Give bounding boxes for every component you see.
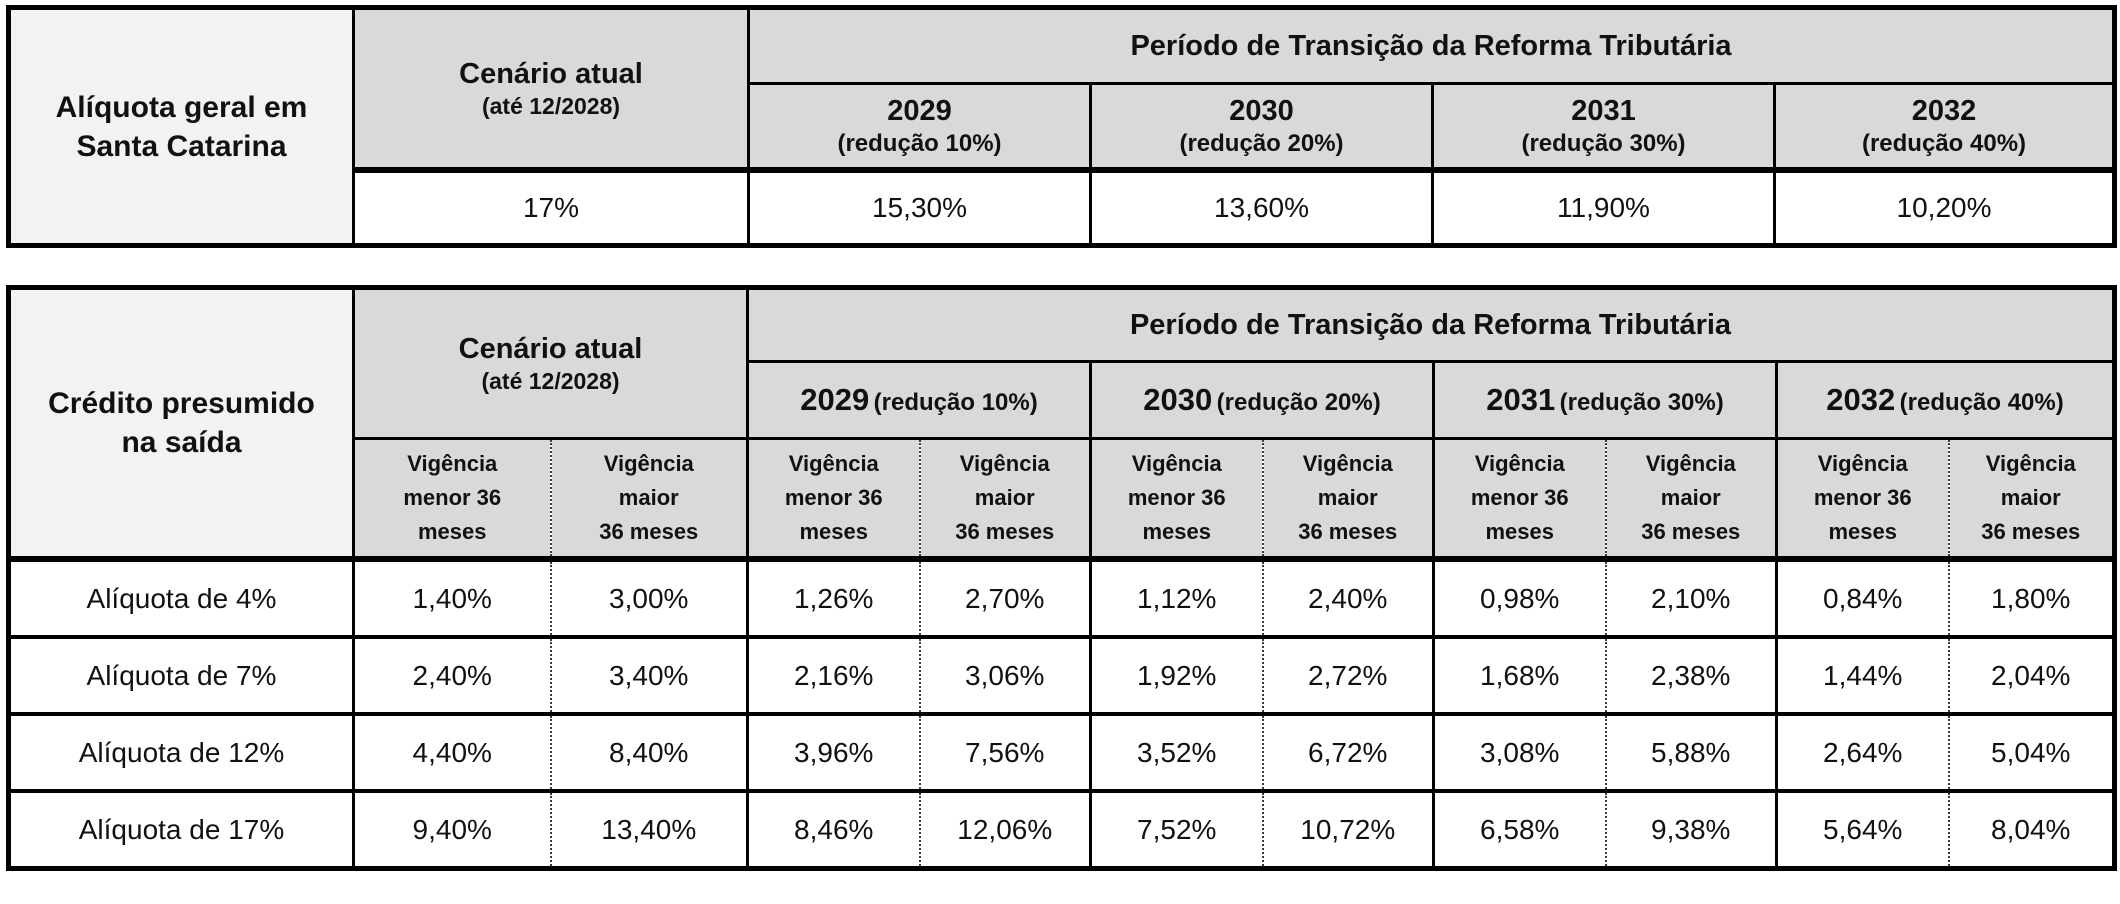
value-cell: 13,40% xyxy=(549,789,748,869)
value-cell: 2,70% xyxy=(918,556,1091,637)
year-label: 2030 xyxy=(1143,382,1213,417)
table2-transition-header: Período de Transição da Reforma Tributár… xyxy=(746,287,2115,362)
value-cell: 1,12% xyxy=(1089,556,1263,637)
vigencia-maior-header: Vigência maior 36 meses xyxy=(1261,437,1434,559)
table1-transition-header: Período de Transição da Reforma Tributár… xyxy=(747,7,2115,84)
value-cell: 1,80% xyxy=(1947,556,2115,637)
value-cell: 10,72% xyxy=(1261,789,1434,869)
value-cell: 6,72% xyxy=(1261,712,1434,791)
year-label: 2032 xyxy=(1911,94,1977,127)
table2-year-header-2032: 2032 (redução 40%) xyxy=(1775,360,2115,439)
value-cell: 8,40% xyxy=(549,712,748,791)
vigencia-menor-header: Vigência menor 36 meses xyxy=(1089,437,1263,559)
value-cell: 0,84% xyxy=(1775,556,1949,637)
vigencia-menor-header: Vigência menor 36 meses xyxy=(746,437,920,559)
value-cell: 3,52% xyxy=(1089,712,1263,791)
value-cell: 6,58% xyxy=(1432,789,1606,869)
value-cell: 5,04% xyxy=(1947,712,2115,791)
value-cell: 2,16% xyxy=(746,635,920,714)
scenario-label: Cenário atual xyxy=(459,58,643,90)
year-reduction-label: (redução 10%) xyxy=(837,130,1002,158)
row-label-aliquota-17: Alíquota de 17% xyxy=(8,789,354,869)
year-label: 2032 xyxy=(1826,382,1896,417)
table2-row-title: Crédito presumido na saída xyxy=(8,287,354,559)
value-cell: 1,44% xyxy=(1775,635,1949,714)
table-aliquota-geral: Alíquota geral em Santa Catarina Cenário… xyxy=(6,5,2117,248)
value-cell: 1,68% xyxy=(1432,635,1606,714)
vigencia-maior-header: Vigência maior 36 meses xyxy=(918,437,1091,559)
value-cell: 8,04% xyxy=(1947,789,2115,869)
table-credito-presumido: Crédito presumido na saída Cenário atual… xyxy=(6,285,2117,871)
value-cell: 5,88% xyxy=(1604,712,1777,791)
value-cell: 9,40% xyxy=(352,789,551,869)
value-cell: 7,56% xyxy=(918,712,1091,791)
value-cell: 3,40% xyxy=(549,635,748,714)
row-label-aliquota-12: Alíquota de 12% xyxy=(8,712,354,791)
table1-year-header-2031: 2031 (redução 30%) xyxy=(1431,82,1775,170)
value-cell: 2,10% xyxy=(1604,556,1777,637)
row-label-aliquota-4: Alíquota de 4% xyxy=(8,556,354,637)
value-cell: 7,52% xyxy=(1089,789,1263,869)
value-cell: 4,40% xyxy=(352,712,551,791)
current-rate-value: 17% xyxy=(352,167,749,246)
value-cell: 3,96% xyxy=(746,712,920,791)
year-label: 2029 xyxy=(800,382,870,417)
vigencia-menor-header: Vigência menor 36 meses xyxy=(1775,437,1949,559)
year-reduction-label: (redução 10%) xyxy=(873,389,1038,416)
rate-value-2032: 10,20% xyxy=(1773,167,2115,246)
value-cell: 2,04% xyxy=(1947,635,2115,714)
row-label-aliquota-7: Alíquota de 7% xyxy=(8,635,354,714)
year-reduction-label: (redução 30%) xyxy=(1521,130,1686,158)
vigencia-maior-header: Vigência maior 36 meses xyxy=(1604,437,1777,559)
scenario-sub-label: (até 12/2028) xyxy=(481,368,620,395)
value-cell: 2,64% xyxy=(1775,712,1949,791)
rate-value-2030: 13,60% xyxy=(1089,167,1433,246)
vigencia-menor-header: Vigência menor 36 meses xyxy=(1432,437,1606,559)
table2-year-header-2031: 2031 (redução 30%) xyxy=(1432,360,1777,439)
table2-scenario-header: Cenário atual (até 12/2028) xyxy=(352,287,748,439)
value-cell: 2,72% xyxy=(1261,635,1434,714)
rate-value-2029: 15,30% xyxy=(747,167,1091,246)
value-cell: 3,06% xyxy=(918,635,1091,714)
year-reduction-label: (redução 40%) xyxy=(1899,389,2064,416)
year-reduction-label: (redução 40%) xyxy=(1861,130,2027,158)
year-reduction-label: (redução 20%) xyxy=(1179,130,1344,158)
value-cell: 1,40% xyxy=(352,556,551,637)
value-cell: 9,38% xyxy=(1604,789,1777,869)
value-cell: 12,06% xyxy=(918,789,1091,869)
table2-year-header-2029: 2029 (redução 10%) xyxy=(746,360,1091,439)
rate-value-2031: 11,90% xyxy=(1431,167,1775,246)
value-cell: 5,64% xyxy=(1775,789,1949,869)
table1-row-title: Alíquota geral em Santa Catarina xyxy=(8,7,354,246)
value-cell: 2,40% xyxy=(352,635,551,714)
value-cell: 8,46% xyxy=(746,789,920,869)
vigencia-maior-header: Vigência maior 36 meses xyxy=(549,437,748,559)
table1-year-header-2030: 2030 (redução 20%) xyxy=(1089,82,1433,170)
year-label: 2031 xyxy=(1486,382,1556,417)
value-cell: 3,00% xyxy=(549,556,748,637)
page: Alíquota geral em Santa Catarina Cenário… xyxy=(6,5,2117,871)
vigencia-menor-header: Vigência menor 36 meses xyxy=(352,437,551,559)
scenario-sub-label: (até 12/2028) xyxy=(481,93,621,120)
table1-year-header-2032: 2032 (redução 40%) xyxy=(1773,82,2115,170)
value-cell: 1,26% xyxy=(746,556,920,637)
value-cell: 1,92% xyxy=(1089,635,1263,714)
table1-year-header-2029: 2029 (redução 10%) xyxy=(747,82,1091,170)
value-cell: 0,98% xyxy=(1432,556,1606,637)
year-label: 2031 xyxy=(1571,94,1636,127)
year-reduction-label: (redução 20%) xyxy=(1216,389,1381,416)
year-label: 2030 xyxy=(1229,94,1294,127)
value-cell: 2,38% xyxy=(1604,635,1777,714)
table1-scenario-header: Cenário atual (até 12/2028) xyxy=(352,7,749,170)
scenario-label: Cenário atual xyxy=(458,333,643,365)
value-cell: 2,40% xyxy=(1261,556,1434,637)
table2-year-header-2030: 2030 (redução 20%) xyxy=(1089,360,1434,439)
vigencia-maior-header: Vigência maior 36 meses xyxy=(1947,437,2115,559)
value-cell: 3,08% xyxy=(1432,712,1606,791)
year-label: 2029 xyxy=(887,94,952,127)
year-reduction-label: (redução 30%) xyxy=(1559,389,1724,416)
